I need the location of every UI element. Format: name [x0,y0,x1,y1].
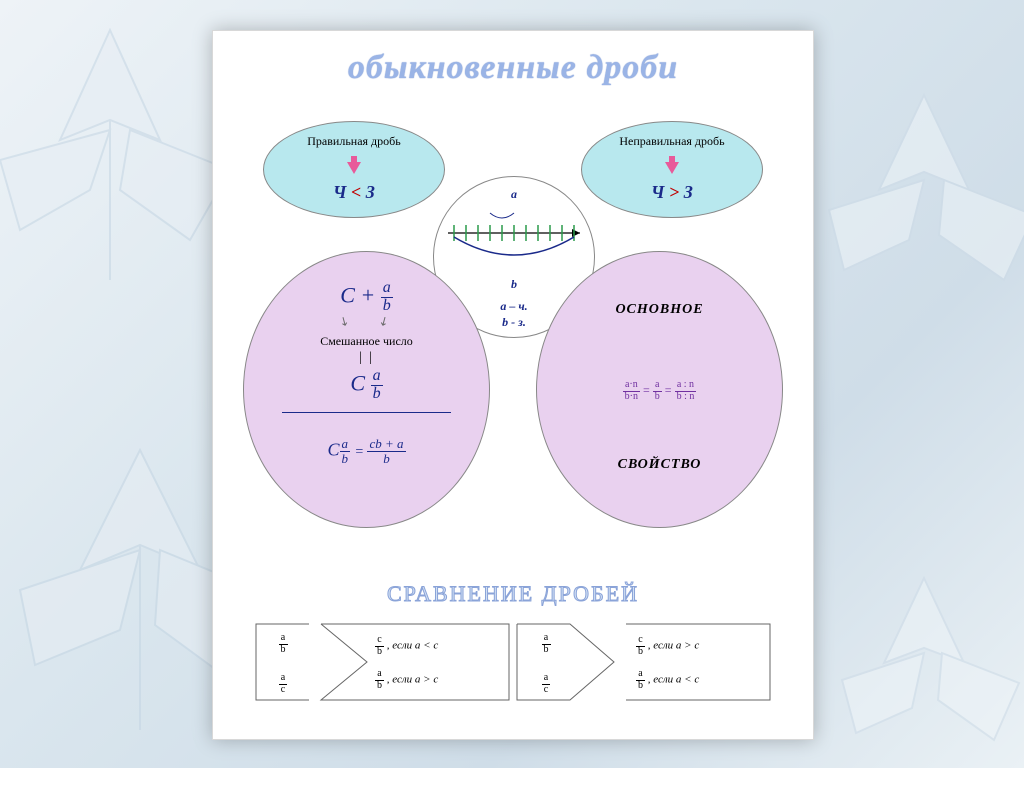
main-property-ellipse: ОСНОВНОЕ a·nb·n = ab = a : nb : n СВОЙСТ… [536,251,783,528]
main-property-bottom: СВОЙСТВО [537,457,782,473]
divider-line [282,412,451,413]
compare-left-col: ab ac [263,633,303,695]
arrow-icon: ↘ [336,312,352,330]
improper-fraction-relation: Ч > З [582,182,762,203]
proper-fraction-label: Правильная дробь [264,134,444,149]
numerator-a: a [434,187,594,202]
leaf-decoration [814,568,1024,788]
compare-title: СРАВНЕНИЕ ДРОБЕЙ [213,581,813,607]
equals-sign: | | [244,350,489,366]
improper-fraction-ellipse: Неправильная дробь Ч > З [581,121,763,218]
compare-right-rows: cb , если a > c ab , если a < c [636,635,699,691]
number-line-diagram [434,203,594,273]
compare-left-rows: cb , если a < c ab , если a > c [375,635,438,691]
arrow-icon: ↙ [376,312,392,330]
content-card: обыкновенные дроби Правильная дробь Ч < … [212,30,814,740]
main-property-top: ОСНОВНОЕ [537,302,782,318]
down-arrow-icon [264,156,444,174]
main-property-formula: a·nb·n = ab = a : nb : n [537,380,782,402]
proper-fraction-relation: Ч < З [264,182,444,203]
mixed-expression: C + ab [244,280,489,315]
mixed-compact: C ab [244,368,489,403]
compare-greater-box: ab ac cb , если a > c ab , если a < c [516,623,771,701]
main-title: обыкновенные дроби [213,49,813,87]
leaf-decoration [794,80,1024,340]
compare-less-box: ab ac cb , если a < c ab , если a > c [255,623,510,701]
proper-fraction-ellipse: Правильная дробь Ч < З [263,121,445,218]
mixed-number-label: Смешанное число [244,334,489,349]
mixed-to-improper-formula: Cab = cb + ab [244,437,489,465]
improper-fraction-label: Неправильная дробь [582,134,762,149]
compare-right-col: ab ac [526,633,566,695]
mixed-number-ellipse: C + ab ↘ ↙ Смешанное число | | C ab Cab … [243,251,490,528]
down-arrow-icon [582,156,762,174]
